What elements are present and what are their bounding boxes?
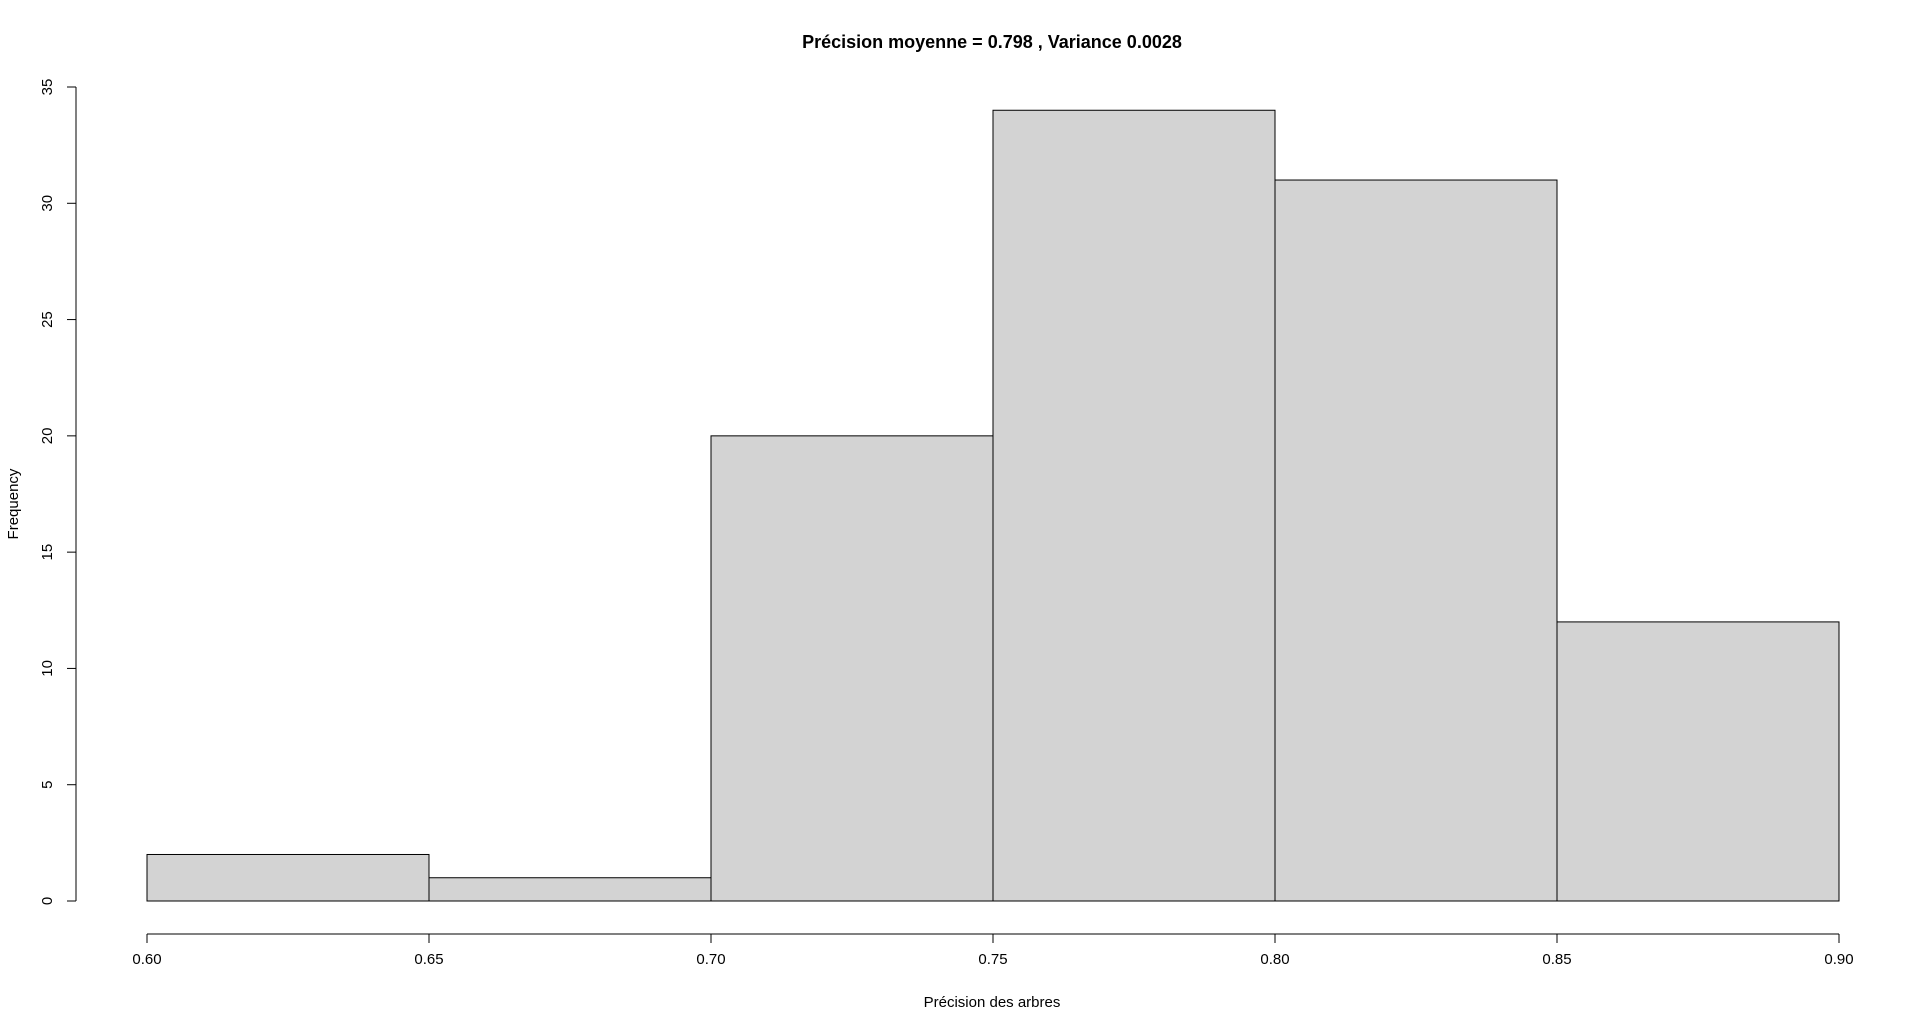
x-axis-label: Précision des arbres — [924, 994, 1061, 1011]
x-tick-label: 0.60 — [132, 951, 161, 968]
histogram-bar-0 — [146, 853, 430, 902]
x-tick-label: 0.75 — [978, 951, 1007, 968]
y-tick-label: 10 — [39, 660, 56, 677]
x-tick-label: 0.85 — [1542, 951, 1571, 968]
y-axis: 0 5 10 15 20 25 30 35 — [39, 79, 77, 905]
histogram-bar-5 — [1556, 621, 1840, 902]
y-tick-label: 0 — [39, 897, 56, 905]
y-tick-label: 15 — [39, 544, 56, 561]
bars-group — [146, 109, 1840, 902]
histogram-bar-3 — [992, 109, 1276, 902]
y-axis-label: Frequency — [5, 468, 22, 539]
y-tick-label: 20 — [39, 428, 56, 445]
histogram-bar-2 — [710, 435, 994, 902]
x-axis: 0.60 0.65 0.70 0.75 0.80 0.85 0.90 — [132, 933, 1854, 968]
y-tick-label: 5 — [39, 781, 56, 789]
y-tick-label: 35 — [39, 79, 56, 96]
histogram-bar-1 — [428, 877, 712, 902]
y-tick-label: 30 — [39, 195, 56, 212]
x-tick-label: 0.65 — [414, 951, 443, 968]
x-tick-label: 0.90 — [1824, 951, 1853, 968]
x-tick-label: 0.80 — [1260, 951, 1289, 968]
chart-title: Précision moyenne = 0.798 , Variance 0.0… — [802, 32, 1182, 52]
x-tick-label: 0.70 — [696, 951, 725, 968]
y-tick-label: 25 — [39, 311, 56, 328]
histogram-bar-4 — [1274, 179, 1558, 902]
